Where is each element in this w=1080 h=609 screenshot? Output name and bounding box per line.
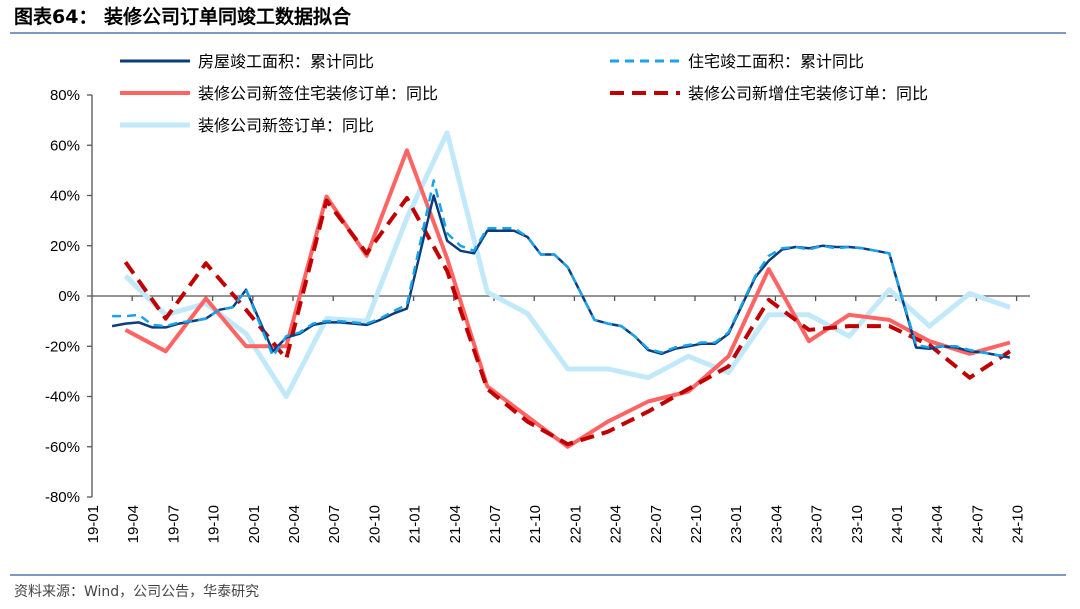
y-tick-label: -40% — [45, 389, 80, 406]
legend-item-4: 装修公司新签订单：同比 — [120, 116, 374, 135]
x-tick-label: 20-07 — [326, 505, 343, 543]
x-tick-label: 22-07 — [648, 505, 665, 543]
legend-label: 房屋竣工面积：累计同比 — [198, 52, 374, 71]
x-tick-label: 21-10 — [527, 505, 544, 543]
y-tick-label: -20% — [45, 338, 80, 355]
y-tick-label: 60% — [50, 137, 80, 154]
x-tick-label: 22-01 — [567, 505, 584, 543]
series-line-2 — [124, 148, 1011, 449]
legend-label: 装修公司新签住宅装修订单：同比 — [198, 84, 438, 103]
x-tick-label: 21-01 — [407, 505, 424, 543]
series-line-1 — [112, 179, 1011, 358]
x-tick-label: 23-07 — [809, 505, 826, 543]
legend-item-1: 住宅竣工面积：累计同比 — [610, 52, 864, 71]
legend-label: 住宅竣工面积：累计同比 — [688, 52, 864, 71]
chart-title: 图表64： 装修公司订单同竣工数据拟合 — [14, 5, 352, 28]
x-tick-label: 20-04 — [286, 505, 303, 543]
series-line-4 — [123, 130, 1011, 399]
x-tick-label: 19-07 — [165, 505, 182, 543]
x-tick-label: 24-10 — [1010, 505, 1027, 543]
x-tick-label: 19-01 — [85, 505, 102, 543]
legend-label: 装修公司新签订单：同比 — [198, 116, 374, 135]
plot-area — [111, 130, 1011, 449]
y-tick-label: 0% — [58, 288, 80, 305]
x-tick-label: 24-01 — [889, 505, 906, 543]
x-tick-label: 21-07 — [487, 505, 504, 543]
y-tick-label: 80% — [50, 87, 80, 104]
x-tick-label: 23-01 — [728, 505, 745, 543]
x-tick-label: 24-07 — [969, 505, 986, 543]
x-tick-label: 24-04 — [929, 505, 946, 543]
x-tick-label: 20-10 — [366, 505, 383, 543]
x-tick-label: 23-10 — [849, 505, 866, 543]
x-tick-label: 22-04 — [608, 505, 625, 543]
x-tick-label: 19-10 — [206, 505, 223, 543]
x-tick-label: 20-01 — [246, 505, 263, 543]
legend-item-3: 装修公司新增住宅装修订单：同比 — [610, 84, 928, 103]
y-tick-label: -60% — [45, 439, 80, 456]
legend-label: 装修公司新增住宅装修订单：同比 — [688, 84, 928, 103]
legend: 房屋竣工面积：累计同比 住宅竣工面积：累计同比 装修公司新签住宅装修订单：同比 … — [120, 52, 928, 135]
x-tick-label: 19-04 — [125, 505, 142, 543]
x-tick-label: 21-04 — [447, 505, 464, 543]
source-note: 资料来源：Wind，公司公告，华泰研究 — [14, 584, 259, 600]
legend-item-2: 装修公司新签住宅装修订单：同比 — [120, 84, 438, 103]
legend-item-0: 房屋竣工面积：累计同比 — [120, 52, 374, 71]
y-tick-label: 40% — [50, 188, 80, 205]
x-tick-label: 22-10 — [688, 505, 705, 543]
y-tick-label: 20% — [50, 238, 80, 255]
x-tick-label: 23-04 — [768, 505, 785, 543]
y-tick-label: -80% — [45, 489, 80, 506]
